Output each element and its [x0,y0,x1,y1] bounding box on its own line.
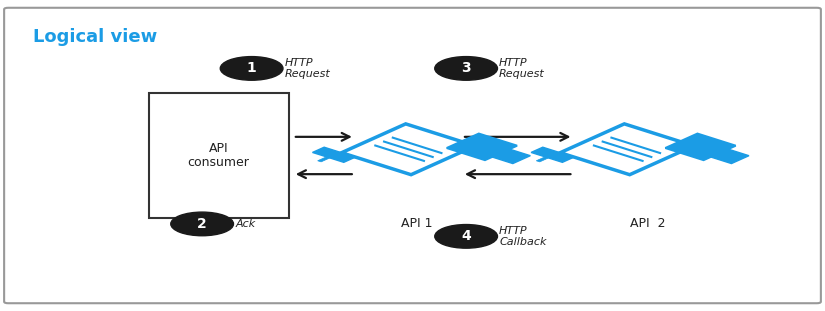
Polygon shape [536,157,549,162]
Text: HTTP
Request: HTTP Request [285,58,330,79]
Text: 4: 4 [461,229,471,244]
Text: 3: 3 [461,61,471,76]
Text: Ack: Ack [235,219,256,229]
Text: API 1: API 1 [401,217,432,230]
Polygon shape [342,124,475,175]
Text: 1: 1 [247,61,257,76]
Polygon shape [318,157,330,162]
Circle shape [171,212,233,236]
Polygon shape [531,147,574,162]
Polygon shape [710,149,749,164]
Text: API
consumer: API consumer [188,142,249,169]
FancyBboxPatch shape [148,93,289,218]
Text: HTTP
Request: HTTP Request [499,58,544,79]
Circle shape [220,57,283,80]
Polygon shape [313,147,356,162]
Text: HTTP
Callback: HTTP Callback [499,225,547,247]
FancyBboxPatch shape [4,8,821,303]
Polygon shape [665,134,736,160]
Polygon shape [560,124,694,175]
Polygon shape [446,134,517,160]
Text: Logical view: Logical view [33,28,158,46]
Circle shape [435,225,497,248]
Text: API  2: API 2 [629,217,666,230]
Circle shape [435,57,497,80]
Text: 2: 2 [197,217,207,231]
Polygon shape [492,149,530,164]
